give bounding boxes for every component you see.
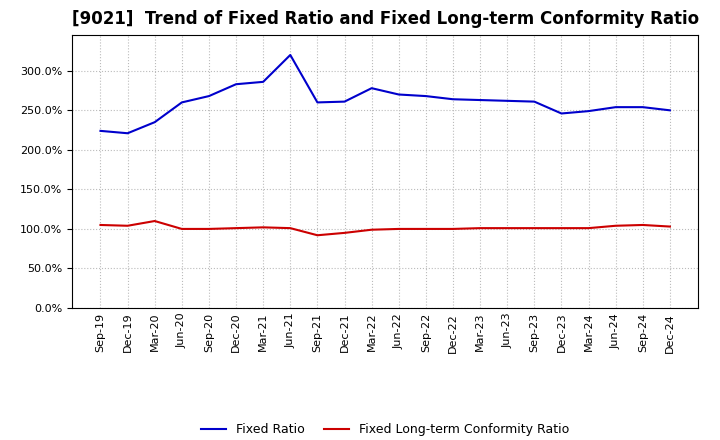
Fixed Long-term Conformity Ratio [611,223,620,228]
Fixed Long-term Conformity Ratio [286,225,294,231]
Fixed Long-term Conformity Ratio [150,218,159,224]
Fixed Ratio [123,131,132,136]
Fixed Ratio [584,109,593,114]
Fixed Ratio [367,85,376,91]
Fixed Ratio [259,79,268,84]
Fixed Long-term Conformity Ratio [530,225,539,231]
Fixed Long-term Conformity Ratio [476,225,485,231]
Fixed Long-term Conformity Ratio [232,225,240,231]
Fixed Ratio [204,93,213,99]
Fixed Long-term Conformity Ratio [421,226,430,231]
Fixed Long-term Conformity Ratio [204,226,213,231]
Fixed Long-term Conformity Ratio [341,230,349,235]
Fixed Ratio [503,98,511,103]
Fixed Long-term Conformity Ratio [96,222,105,227]
Fixed Ratio [286,52,294,58]
Fixed Long-term Conformity Ratio [313,233,322,238]
Title: [9021]  Trend of Fixed Ratio and Fixed Long-term Conformity Ratio: [9021] Trend of Fixed Ratio and Fixed Lo… [71,10,699,28]
Fixed Ratio [178,100,186,105]
Fixed Long-term Conformity Ratio [259,225,268,230]
Legend: Fixed Ratio, Fixed Long-term Conformity Ratio: Fixed Ratio, Fixed Long-term Conformity … [197,418,574,440]
Fixed Long-term Conformity Ratio [395,226,403,231]
Fixed Ratio [639,105,647,110]
Fixed Ratio [96,128,105,133]
Line: Fixed Long-term Conformity Ratio: Fixed Long-term Conformity Ratio [101,221,670,235]
Fixed Long-term Conformity Ratio [178,226,186,231]
Fixed Long-term Conformity Ratio [584,225,593,231]
Fixed Long-term Conformity Ratio [367,227,376,232]
Fixed Long-term Conformity Ratio [639,222,647,227]
Line: Fixed Ratio: Fixed Ratio [101,55,670,133]
Fixed Long-term Conformity Ratio [449,226,457,231]
Fixed Long-term Conformity Ratio [665,224,674,229]
Fixed Ratio [421,93,430,99]
Fixed Ratio [150,120,159,125]
Fixed Long-term Conformity Ratio [503,225,511,231]
Fixed Ratio [476,97,485,103]
Fixed Ratio [611,105,620,110]
Fixed Long-term Conformity Ratio [557,225,566,231]
Fixed Ratio [341,99,349,104]
Fixed Ratio [313,100,322,105]
Fixed Ratio [665,108,674,113]
Fixed Ratio [449,97,457,102]
Fixed Long-term Conformity Ratio [123,223,132,228]
Fixed Ratio [530,99,539,104]
Fixed Ratio [557,111,566,116]
Fixed Ratio [395,92,403,97]
Fixed Ratio [232,81,240,87]
